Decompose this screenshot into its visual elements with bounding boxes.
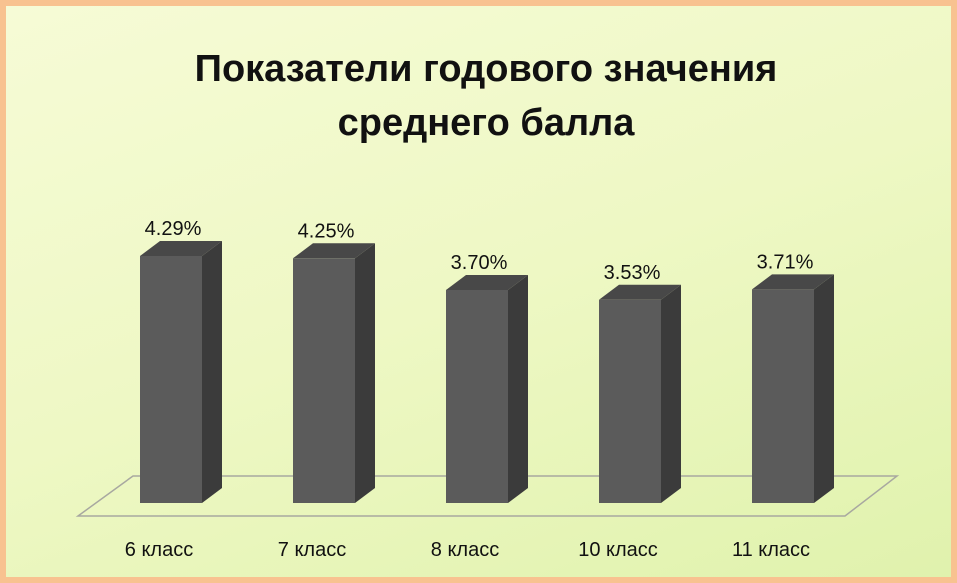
- bar: [293, 258, 355, 503]
- bar: [599, 299, 661, 503]
- bar-top: [293, 243, 375, 259]
- chart-title: Показатели годового значения среднего ба…: [194, 48, 778, 144]
- bar-side: [355, 243, 375, 503]
- x-tick-label: 6 класс: [125, 539, 193, 561]
- bar-side: [508, 274, 528, 503]
- bar-top: [599, 284, 681, 300]
- x-tick-label: 11 класс: [732, 539, 810, 561]
- x-tick-label: 8 класс: [431, 539, 499, 561]
- x-tick-label: 10 класс: [578, 539, 658, 561]
- bar-top: [446, 274, 528, 290]
- data-label: 3.53%: [604, 262, 661, 284]
- plot: 4.29% 6 класс 4.25% 7 класс 3.70% 8 класс 3.53…: [75, 218, 900, 561]
- bar-side: [661, 284, 681, 503]
- bar-top: [752, 274, 834, 290]
- bar-top: [140, 241, 222, 256]
- x-tick-label: 7 класс: [278, 539, 346, 561]
- data-label: 3.71%: [757, 251, 814, 273]
- data-label: 4.25%: [298, 220, 355, 242]
- bar-side: [202, 241, 222, 503]
- floor: [75, 475, 900, 517]
- data-label: 4.29%: [145, 218, 202, 240]
- data-label: 3.70%: [451, 252, 508, 274]
- bar-side: [814, 274, 834, 503]
- bar: [140, 256, 202, 503]
- bar: [752, 289, 814, 503]
- bar: [446, 289, 508, 503]
